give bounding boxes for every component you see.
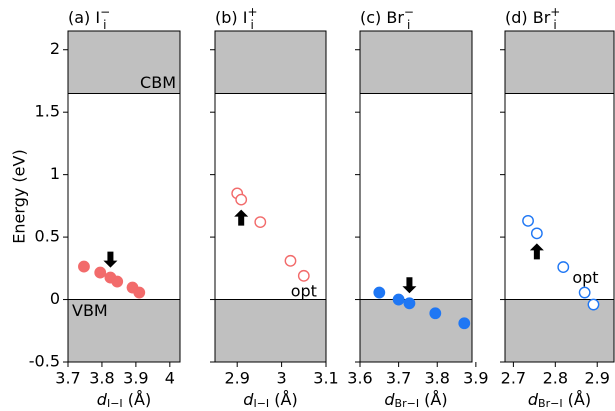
xlabel-main: d <box>97 390 108 409</box>
title-sup: + <box>247 5 257 19</box>
xlabel-sub: Br−I <box>395 397 420 410</box>
valence-band <box>215 299 326 362</box>
panel-title: (a) I− i <box>68 5 110 32</box>
x-tick-label: 4 <box>165 369 175 388</box>
data-point <box>133 286 146 299</box>
data-point <box>530 227 543 240</box>
data-point <box>458 317 471 330</box>
title-sup: + <box>550 5 560 19</box>
x-tick-label: 3.6 <box>347 369 372 388</box>
title-main: (c) Br <box>360 8 404 27</box>
x-tick-label: 2.9 <box>585 369 610 388</box>
data-point <box>522 214 534 227</box>
axes-frame <box>67 30 181 363</box>
cbm-label: CBM <box>140 73 176 92</box>
xlabel-unit: (Å) <box>563 390 592 409</box>
xlabel-sub: I−I <box>253 397 269 410</box>
data-point <box>235 193 248 206</box>
xlabel-main: d <box>528 390 539 409</box>
annotation: opt <box>572 268 598 287</box>
arrow <box>529 243 544 260</box>
xlabel-sub: I−I <box>107 397 123 410</box>
x-axis-label: dBr−I (Å) <box>384 390 447 411</box>
data-point <box>392 293 405 306</box>
xlabel-unit: (Å) <box>269 390 298 409</box>
data-point <box>587 298 600 311</box>
arrow <box>402 277 417 294</box>
valence-band <box>505 299 614 362</box>
xlabel-unit: (Å) <box>123 390 152 409</box>
x-tick-label: 3 <box>277 369 287 388</box>
xlabel-sub: Br−I <box>538 397 563 410</box>
x-axis-label: dI−I (Å) <box>243 390 297 411</box>
title-sub: i <box>251 18 254 32</box>
x-axis-label: dBr−I (Å) <box>528 390 591 411</box>
title-sup: − <box>100 5 110 19</box>
vbm-label: VBM <box>72 301 108 320</box>
x-tick-label: 2.7 <box>501 369 526 388</box>
axes-frame <box>214 30 327 363</box>
x-axis-label: dI−I (Å) <box>97 390 151 411</box>
y-tick-label: 1 <box>50 164 60 183</box>
x-tick-label: 3.9 <box>463 369 488 388</box>
title-sub: i <box>407 18 410 32</box>
title-main: (d) Br <box>505 8 551 27</box>
xlabel-main: d <box>243 390 254 409</box>
title-sub: i <box>103 18 106 32</box>
x-tick-label: 3.1 <box>313 369 338 388</box>
valence-band <box>360 299 472 362</box>
data-point <box>284 254 297 267</box>
data-point <box>403 297 416 310</box>
conduction-band <box>68 31 180 94</box>
xlabel-unit: (Å) <box>419 390 448 409</box>
x-tick-label: 2.8 <box>543 369 568 388</box>
x-tick-label: 3.9 <box>123 369 148 388</box>
y-tick-label: 0 <box>50 289 60 308</box>
annotation: opt <box>291 281 317 300</box>
panel-title: (c) Br− i <box>360 5 414 32</box>
arrow <box>103 251 118 268</box>
data-point <box>297 269 310 282</box>
valence-band <box>68 299 180 362</box>
x-tick-label: 3.7 <box>386 369 411 388</box>
data-point <box>578 286 591 299</box>
conduction-band <box>505 31 614 94</box>
data-point <box>373 286 386 299</box>
arrow <box>234 209 249 226</box>
conduction-band <box>215 31 326 94</box>
y-tick-label: 0.5 <box>35 227 60 246</box>
data-point <box>429 307 442 320</box>
axes-frame <box>359 30 473 363</box>
data-point <box>557 261 570 273</box>
x-tick-label: 3.7 <box>55 369 80 388</box>
data-point <box>111 275 124 288</box>
panel-title: (b) I+ i <box>215 5 258 32</box>
title-main: (a) I <box>68 8 100 27</box>
data-point <box>254 216 267 229</box>
y-tick-label: -0.5 <box>29 352 60 371</box>
y-tick-label: 1.5 <box>35 102 60 121</box>
title-main: (b) I <box>215 8 247 27</box>
y-axis-label: Energy (eV) <box>10 149 29 243</box>
x-tick-label: 3.8 <box>89 369 114 388</box>
x-tick-label: 3.8 <box>425 369 450 388</box>
data-point <box>78 260 90 273</box>
y-tick-label: 2 <box>50 39 60 58</box>
xlabel-main: d <box>384 390 395 409</box>
axes-frame <box>504 30 615 363</box>
conduction-band <box>360 31 472 94</box>
title-sup: − <box>404 5 414 19</box>
panel-title: (d) Br+ i <box>505 5 560 32</box>
data-point <box>94 266 107 279</box>
x-tick-label: 2.9 <box>224 369 249 388</box>
title-sub: i <box>553 18 556 32</box>
